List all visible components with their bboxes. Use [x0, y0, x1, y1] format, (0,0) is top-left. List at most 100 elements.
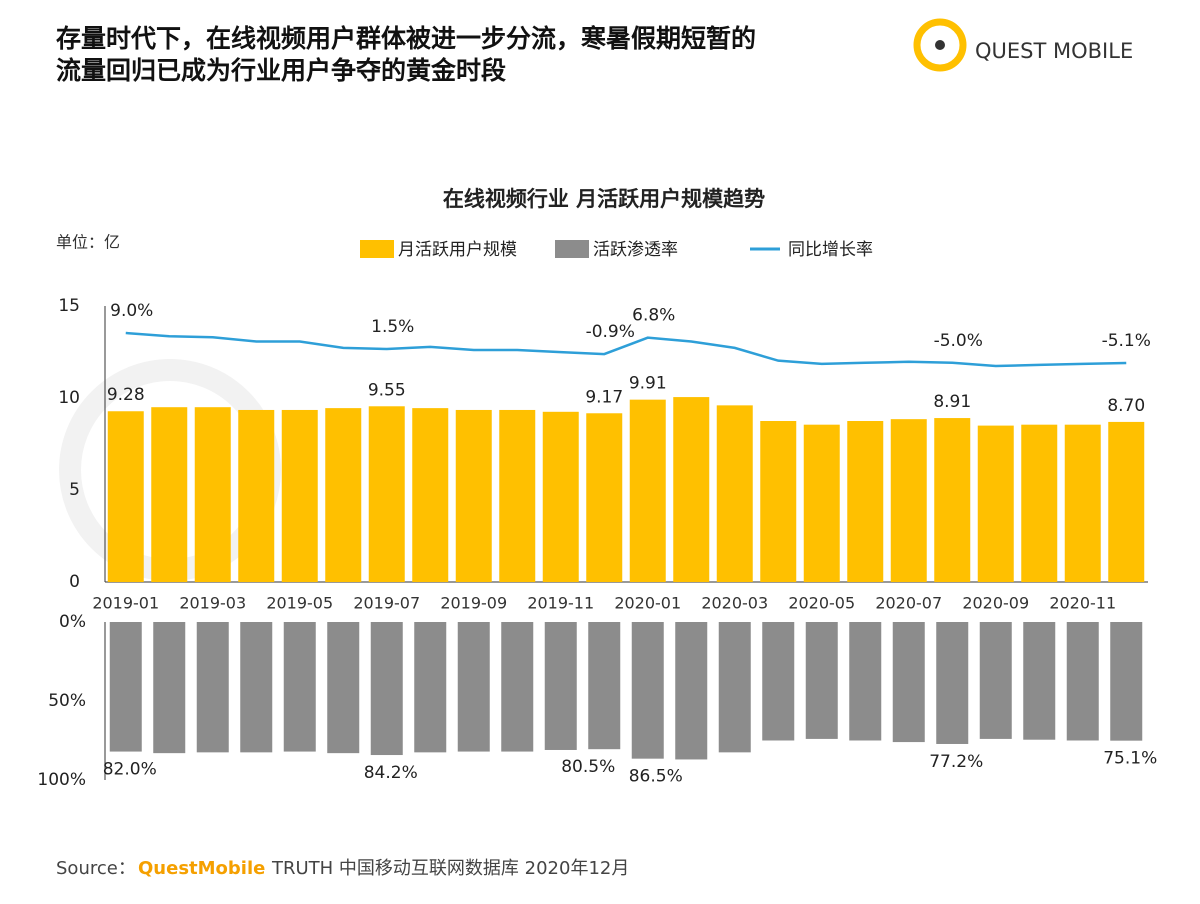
penetration-bar — [675, 622, 708, 760]
chart-title: 在线视频行业 月活跃用户规模趋势 — [443, 187, 765, 211]
user-bar — [629, 399, 666, 582]
bar-label: 8.91 — [933, 392, 971, 412]
source-brand: QuestMobile — [138, 858, 265, 879]
user-bar — [238, 409, 275, 582]
penetration-bar — [631, 622, 664, 759]
legend-swatch — [555, 240, 589, 258]
user-bar — [977, 425, 1014, 582]
penetration-bar — [588, 622, 621, 750]
legend-label: 同比增长率 — [788, 240, 873, 260]
x-tick-label: 2019-01 — [92, 594, 159, 613]
user-bar — [107, 411, 144, 582]
bar-label: 80.5% — [561, 757, 615, 777]
line-label: -5.0% — [934, 331, 983, 351]
user-bar — [368, 406, 405, 582]
bar-label: 84.2% — [364, 763, 418, 783]
y-tick-label: 10 — [58, 388, 80, 408]
bar-label: 8.70 — [1107, 396, 1145, 416]
penetration-bar — [1110, 622, 1143, 741]
x-tick-label: 2020-03 — [701, 594, 768, 613]
x-tick-label: 2020-01 — [614, 594, 681, 613]
page-title: 存量时代下，在线视频用户群体被进一步分流，寒暑假期短暂的 — [56, 24, 756, 53]
penetration-bar — [979, 622, 1012, 739]
user-bar — [1064, 424, 1101, 582]
x-tick-label: 2019-09 — [440, 594, 507, 613]
penetration-bar — [109, 622, 142, 752]
bar-label: 9.17 — [585, 387, 623, 407]
user-bar — [934, 418, 971, 582]
penetration-bar — [1023, 622, 1056, 740]
x-tick-label: 2019-11 — [527, 594, 594, 613]
bar-label: 75.1% — [1103, 749, 1157, 769]
penetration-bar — [196, 622, 229, 753]
y-tick-label: 5 — [69, 480, 80, 500]
line-label: -5.1% — [1102, 331, 1151, 351]
penetration-bar — [457, 622, 490, 752]
penetration-bar — [718, 622, 751, 753]
y2-tick-label: 100% — [37, 770, 86, 790]
bar-label: 9.91 — [629, 374, 667, 394]
line-label: 6.8% — [632, 306, 675, 326]
penetration-bar — [1066, 622, 1099, 741]
line-label: 9.0% — [110, 301, 153, 321]
penetration-bar — [370, 622, 403, 756]
x-tick-label: 2020-05 — [788, 594, 855, 613]
user-bar — [412, 408, 449, 582]
y-tick-label: 15 — [58, 296, 80, 316]
user-bar — [281, 409, 318, 582]
bar-label: 77.2% — [929, 752, 983, 772]
x-tick-label: 2020-07 — [875, 594, 942, 613]
y2-tick-label: 50% — [48, 691, 86, 711]
x-tick-label: 2020-11 — [1049, 594, 1116, 613]
legend-swatch — [360, 240, 394, 258]
penetration-bar — [327, 622, 360, 754]
penetration-bar — [153, 622, 186, 754]
legend-label: 活跃渗透率 — [593, 240, 678, 260]
bar-label: 9.55 — [368, 380, 406, 400]
growth-line — [125, 331, 1127, 368]
source-prefix: Source： — [56, 858, 136, 879]
penetration-bar — [892, 622, 925, 743]
user-bar — [542, 411, 579, 582]
bar-label: 86.5% — [629, 767, 683, 787]
y-tick-label: 0 — [69, 572, 80, 592]
page-title: 流量回归已成为行业用户争夺的黄金时段 — [56, 56, 506, 85]
user-bar — [716, 405, 753, 582]
legend-label: 月活跃用户规模 — [398, 240, 517, 260]
logo-icon — [935, 40, 945, 50]
user-bar — [499, 409, 536, 582]
line-label: 1.5% — [371, 317, 414, 337]
bar-label: 82.0% — [103, 760, 157, 780]
penetration-bar — [762, 622, 795, 741]
user-bar — [325, 408, 362, 582]
penetration-bar — [936, 622, 969, 744]
user-bar — [194, 407, 231, 582]
x-tick-label: 2019-05 — [266, 594, 333, 613]
x-tick-label: 2020-09 — [962, 594, 1029, 613]
penetration-bar — [414, 622, 447, 753]
penetration-bar — [240, 622, 273, 753]
y2-tick-label: 0% — [59, 612, 86, 632]
logo-icon — [913, 18, 967, 72]
line-label: -0.9% — [586, 322, 635, 342]
penetration-bar — [283, 622, 316, 752]
x-tick-label: 2019-03 — [179, 594, 246, 613]
user-bar — [586, 413, 623, 582]
source-text: TRUTH 中国移动互联网数据库 2020年12月 — [271, 858, 629, 879]
user-bar — [151, 407, 188, 582]
logo-text: QUEST MOBILE — [975, 39, 1133, 63]
user-bar — [847, 421, 884, 582]
user-bar — [760, 421, 797, 582]
x-tick-label: 2019-07 — [353, 594, 420, 613]
user-bar — [803, 424, 840, 582]
user-bar — [890, 419, 927, 582]
penetration-bar — [544, 622, 577, 750]
penetration-bar — [501, 622, 534, 752]
penetration-bar — [849, 622, 882, 741]
bar-label: 9.28 — [107, 385, 145, 405]
user-bar — [1021, 424, 1058, 582]
user-bar — [673, 397, 710, 582]
penetration-bar — [805, 622, 838, 739]
user-bar — [1108, 421, 1145, 582]
